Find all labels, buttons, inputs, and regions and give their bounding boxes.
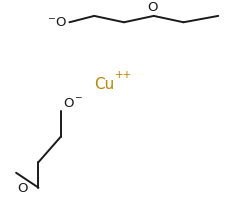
Text: O: O xyxy=(147,1,158,14)
Text: O: O xyxy=(63,97,74,110)
Text: $^{-}$O: $^{-}$O xyxy=(47,16,67,29)
Text: O: O xyxy=(17,182,28,195)
Text: ++: ++ xyxy=(115,70,133,80)
Text: $^{-}$: $^{-}$ xyxy=(74,95,83,107)
Text: Cu: Cu xyxy=(94,77,115,92)
